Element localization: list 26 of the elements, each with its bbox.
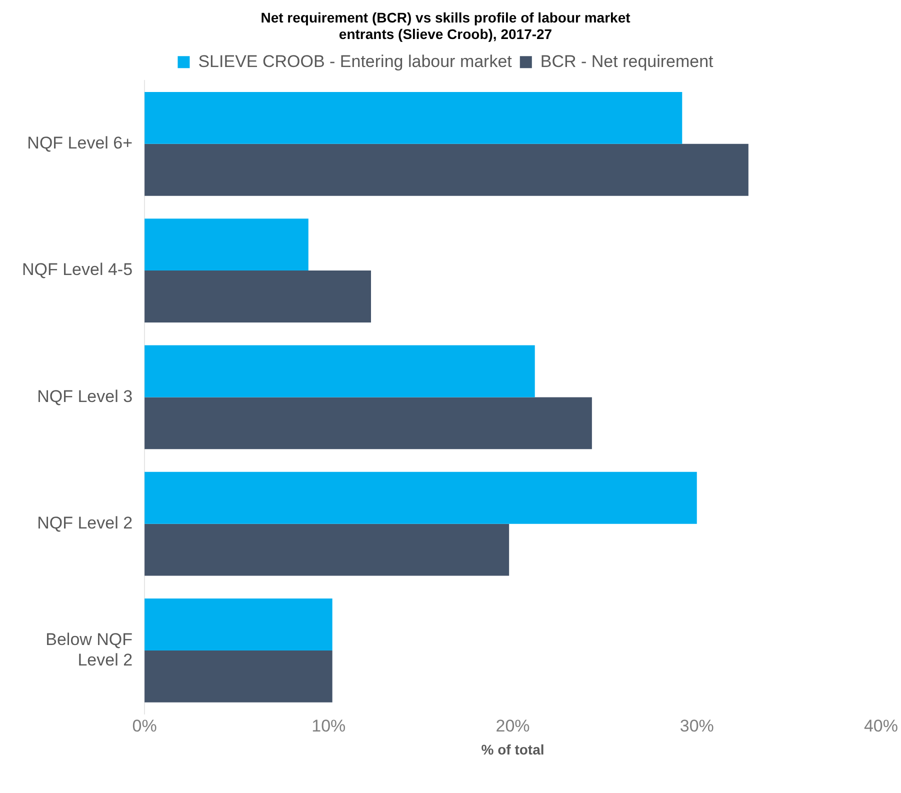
y-tick-label: NQF Level 4-5	[22, 260, 133, 280]
bar	[144, 472, 697, 524]
bar	[144, 598, 332, 650]
x-axis-title: % of total	[481, 741, 544, 758]
x-tick-label: 30%	[680, 716, 714, 736]
text: entrants (Slieve Croob), 2017-27	[338, 26, 552, 42]
bar	[144, 397, 592, 450]
y-tick-label: NQF Level 2	[37, 514, 133, 533]
x-tick-label: 20%	[496, 716, 530, 736]
x-tick-label: 40%	[864, 716, 898, 736]
bar	[144, 270, 371, 322]
legend-label: SLIEVE CROOB - Entering labour market	[198, 52, 512, 71]
y-tick-label: NQF Level 3	[37, 386, 133, 406]
bar	[144, 650, 332, 702]
category-label: Below NQF	[46, 630, 133, 649]
bar	[144, 524, 510, 576]
bar	[144, 345, 535, 398]
legend-label: BCR - Net requirement	[540, 52, 714, 71]
x-tick-label: 0%	[132, 716, 157, 736]
y-tick-label: NQF Level 6+	[27, 134, 133, 153]
text: Net requirement (BCR) vs skills profile of labour market	[260, 9, 630, 26]
bar	[144, 218, 308, 271]
bar	[144, 92, 682, 144]
bar	[144, 144, 748, 196]
category-label: Level 2	[78, 650, 133, 670]
x-tick-label: 10%	[312, 716, 346, 736]
